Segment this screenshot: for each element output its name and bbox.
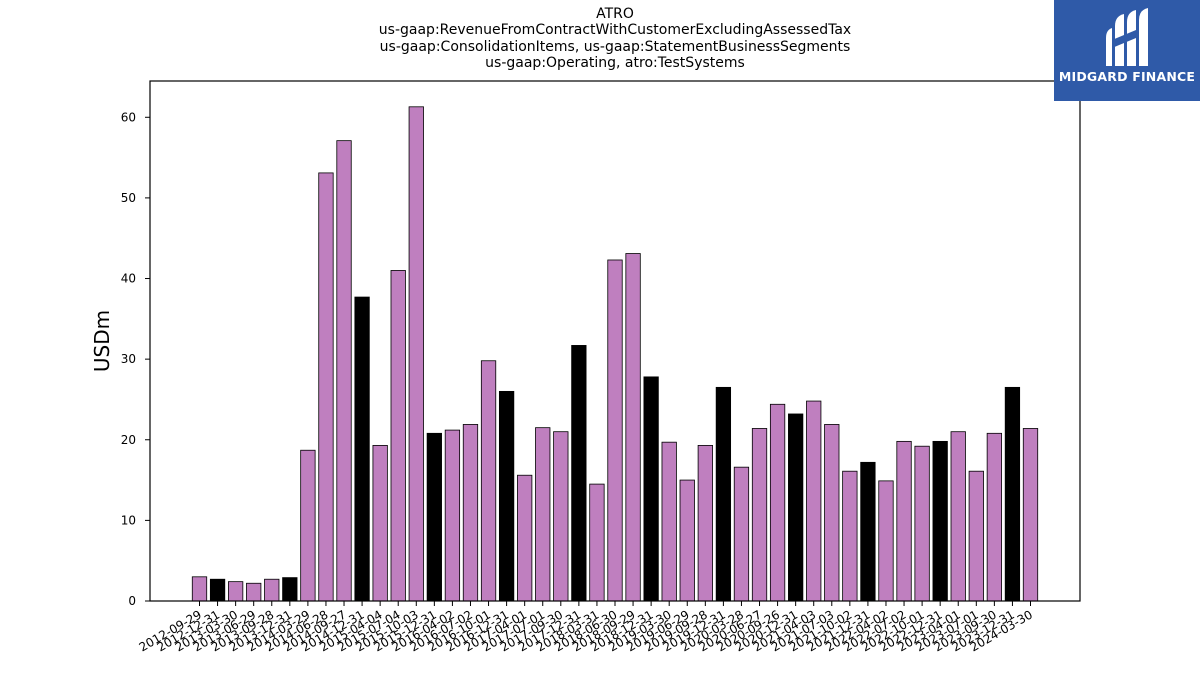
bar-2014-12-31 xyxy=(354,296,370,602)
bar-2016-07-02 xyxy=(462,424,479,602)
bar-2018-03-31 xyxy=(589,483,605,602)
bar-2017-04-01 xyxy=(517,474,533,602)
bar-2019-09-28 xyxy=(697,444,713,602)
bar-2016-12-31 xyxy=(498,390,515,602)
bars-group xyxy=(191,106,1039,602)
y-axis: 0 10 20 30 40 50 60 xyxy=(121,110,150,608)
title-line-3: us-gaap:ConsolidationItems, us-gaap:Stat… xyxy=(379,38,851,55)
bar-2012-09-29 xyxy=(191,576,208,602)
bar-2024-03-30 xyxy=(1022,428,1039,602)
bar-2019-12-31 xyxy=(715,386,732,602)
bar-2013-06-29 xyxy=(246,582,262,602)
bar-2023-09-30 xyxy=(986,432,1002,602)
bar-2013-09-28 xyxy=(264,578,280,602)
bar-2017-09-30 xyxy=(553,431,569,602)
bar-2021-07-03 xyxy=(824,424,840,602)
y-axis-label: USDm xyxy=(90,310,114,372)
bar-2015-12-31 xyxy=(426,432,442,602)
bar-2021-10-02 xyxy=(842,470,858,602)
midgard-logo-icon xyxy=(1106,8,1148,66)
y-tick-label: 50 xyxy=(121,191,136,205)
bar-2015-04-04 xyxy=(372,444,388,602)
chart-title: ATRO us-gaap:RevenueFromContractWithCust… xyxy=(150,6,1080,72)
bar-2014-03-29 xyxy=(300,449,316,602)
bar-2015-07-04 xyxy=(390,270,406,602)
bar-2018-09-29 xyxy=(625,253,641,602)
bar-2018-12-31 xyxy=(643,376,659,602)
bar-2022-10-01 xyxy=(914,445,930,602)
bar-2022-12-31 xyxy=(932,440,948,602)
title-line-1: ATRO xyxy=(596,6,634,22)
bar-2012-12-31 xyxy=(209,578,226,602)
bar-2021-04-03 xyxy=(806,400,822,602)
bar-2013-03-30 xyxy=(227,581,244,602)
logo-text: MIDGARD FINANCE xyxy=(1058,69,1196,84)
bar-2020-09-26 xyxy=(769,403,786,602)
plot-frame xyxy=(149,80,1081,602)
bar-2022-04-02 xyxy=(878,480,894,602)
bar-2023-07-01 xyxy=(968,470,984,602)
bar-2018-06-30 xyxy=(607,259,623,602)
bar-2019-03-30 xyxy=(661,441,677,602)
bar-2023-04-01 xyxy=(950,431,966,602)
x-axis: 2012-09-292012-12-312013-03-302013-06-29… xyxy=(137,601,1035,654)
y-tick-label: 30 xyxy=(121,352,136,366)
y-tick-label: 40 xyxy=(121,272,136,286)
bar-2020-06-27 xyxy=(751,428,768,602)
bar-2016-10-01 xyxy=(480,360,497,602)
midgard-finance-logo: MIDGARD FINANCE xyxy=(1054,0,1200,101)
bar-2013-12-31 xyxy=(282,577,298,602)
bar-2020-12-31 xyxy=(788,413,804,602)
y-tick-label: 60 xyxy=(121,110,136,124)
bar-2014-06-28 xyxy=(318,172,334,602)
y-tick-label: 20 xyxy=(121,433,136,447)
bar-2021-12-31 xyxy=(860,461,876,602)
bar-2016-04-02 xyxy=(444,429,461,602)
bar-2015-10-03 xyxy=(408,106,424,602)
title-line-2: us-gaap:RevenueFromContractWithCustomerE… xyxy=(378,22,852,39)
bar-2019-06-29 xyxy=(679,479,695,602)
bar-2023-12-31 xyxy=(1004,386,1021,602)
bar-2022-07-02 xyxy=(896,440,912,602)
bar-2020-03-28 xyxy=(733,466,750,602)
y-tick-label: 0 xyxy=(128,594,136,608)
bar-2017-12-31 xyxy=(571,345,587,602)
bar-2017-07-01 xyxy=(535,427,551,602)
y-tick-label: 10 xyxy=(121,513,136,527)
title-line-4: us-gaap:Operating, atro:TestSystems xyxy=(485,55,745,72)
bar-2014-09-27 xyxy=(336,140,352,602)
